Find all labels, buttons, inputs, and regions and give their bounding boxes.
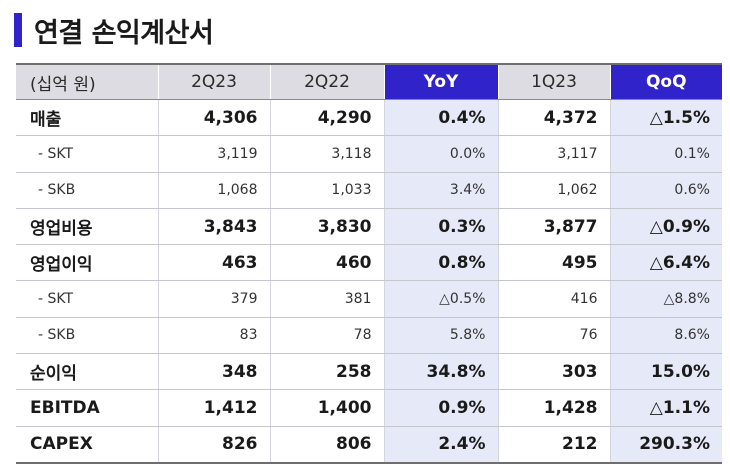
row-label: CAPEX — [16, 426, 158, 464]
cell-qoq: 0.1% — [609, 135, 722, 173]
row-label: 영업이익 — [16, 244, 158, 282]
table-row: 영업비용 3,843 3,830 0.3% 3,877 △0.9% — [16, 208, 722, 246]
table-header-row: (십억 원) 2Q23 2Q22 YoY 1Q23 QoQ — [16, 63, 722, 100]
cell-1q23: 212 — [497, 426, 610, 464]
cell-qoq: △1.5% — [609, 99, 722, 137]
row-label: 매출 — [16, 99, 158, 137]
cell-2q22: 4,290 — [269, 99, 384, 137]
cell-1q23: 303 — [497, 353, 610, 391]
cell-2q22: 78 — [269, 317, 384, 355]
cell-qoq: 8.6% — [609, 317, 722, 355]
cell-qoq: △8.8% — [609, 280, 722, 318]
cell-2q23: 1,412 — [157, 389, 270, 427]
cell-yoy: 0.3% — [383, 208, 498, 246]
cell-2q23: 3,843 — [157, 208, 270, 246]
table-row: 영업이익 463 460 0.8% 495 △6.4% — [16, 244, 722, 282]
cell-2q22: 381 — [269, 280, 384, 318]
cell-1q23: 416 — [497, 280, 610, 318]
row-label: - SKB — [16, 317, 158, 355]
cell-1q23: 4,372 — [497, 99, 610, 137]
cell-2q22: 1,400 — [269, 389, 384, 427]
cell-yoy: 0.8% — [383, 244, 498, 282]
row-label: EBITDA — [16, 389, 158, 427]
table-row: - SKT 379 381 △0.5% 416 △8.8% — [16, 280, 722, 318]
column-header-2q23: 2Q23 — [157, 63, 270, 100]
table-row: - SKB 83 78 5.8% 76 8.6% — [16, 317, 722, 355]
cell-2q22: 3,830 — [269, 208, 384, 246]
cell-qoq: △6.4% — [609, 244, 722, 282]
table-row: - SKT 3,119 3,118 0.0% 3,117 0.1% — [16, 135, 722, 173]
cell-2q23: 379 — [157, 280, 270, 318]
cell-2q23: 826 — [157, 426, 270, 464]
cell-1q23: 3,877 — [497, 208, 610, 246]
income-statement-table: (십억 원) 2Q23 2Q22 YoY 1Q23 QoQ 매출 4,306 4,2… — [16, 63, 722, 464]
cell-2q22: 258 — [269, 353, 384, 391]
cell-2q22: 3,118 — [269, 135, 384, 173]
column-header-yoy: YoY — [383, 63, 498, 100]
cell-2q23: 4,306 — [157, 99, 270, 137]
table-row: CAPEX 826 806 2.4% 212 290.3% — [16, 426, 722, 464]
row-label: 순이익 — [16, 353, 158, 391]
cell-2q23: 348 — [157, 353, 270, 391]
cell-yoy: 2.4% — [383, 426, 498, 464]
table-row: EBITDA 1,412 1,400 0.9% 1,428 △1.1% — [16, 389, 722, 427]
cell-yoy: 5.8% — [383, 317, 498, 355]
cell-yoy: 0.4% — [383, 99, 498, 137]
cell-qoq: △1.1% — [609, 389, 722, 427]
cell-2q22: 806 — [269, 426, 384, 464]
table-row: 매출 4,306 4,290 0.4% 4,372 △1.5% — [16, 99, 722, 137]
row-label: - SKT — [16, 280, 158, 318]
cell-2q23: 463 — [157, 244, 270, 282]
cell-2q23: 83 — [157, 317, 270, 355]
table-row: 순이익 348 258 34.8% 303 15.0% — [16, 353, 722, 391]
cell-qoq: 0.6% — [609, 172, 722, 209]
cell-2q23: 3,119 — [157, 135, 270, 173]
cell-1q23: 76 — [497, 317, 610, 355]
row-label: - SKB — [16, 172, 158, 209]
cell-2q22: 1,033 — [269, 172, 384, 209]
table-row: - SKB 1,068 1,033 3.4% 1,062 0.6% — [16, 172, 722, 209]
cell-qoq: △0.9% — [609, 208, 722, 246]
row-label: - SKT — [16, 135, 158, 173]
column-header-1q23: 1Q23 — [497, 63, 610, 100]
cell-yoy: 3.4% — [383, 172, 498, 209]
cell-2q23: 1,068 — [157, 172, 270, 209]
cell-2q22: 460 — [269, 244, 384, 282]
row-label: 영업비용 — [16, 208, 158, 246]
cell-yoy: 0.9% — [383, 389, 498, 427]
page-title-block: 연결 손익계산서 — [14, 10, 214, 50]
column-header-qoq: QoQ — [609, 63, 722, 100]
column-header-unit: (십억 원) — [16, 63, 158, 100]
cell-1q23: 1,428 — [497, 389, 610, 427]
cell-qoq: 15.0% — [609, 353, 722, 391]
cell-1q23: 495 — [497, 244, 610, 282]
cell-yoy: 34.8% — [383, 353, 498, 391]
column-header-2q22: 2Q22 — [269, 63, 384, 100]
cell-1q23: 1,062 — [497, 172, 610, 209]
cell-yoy: △0.5% — [383, 280, 498, 318]
cell-1q23: 3,117 — [497, 135, 610, 173]
page-title: 연결 손익계산서 — [34, 17, 214, 49]
cell-qoq: 290.3% — [609, 426, 722, 464]
title-accent-bar — [14, 13, 22, 47]
cell-yoy: 0.0% — [383, 135, 498, 173]
